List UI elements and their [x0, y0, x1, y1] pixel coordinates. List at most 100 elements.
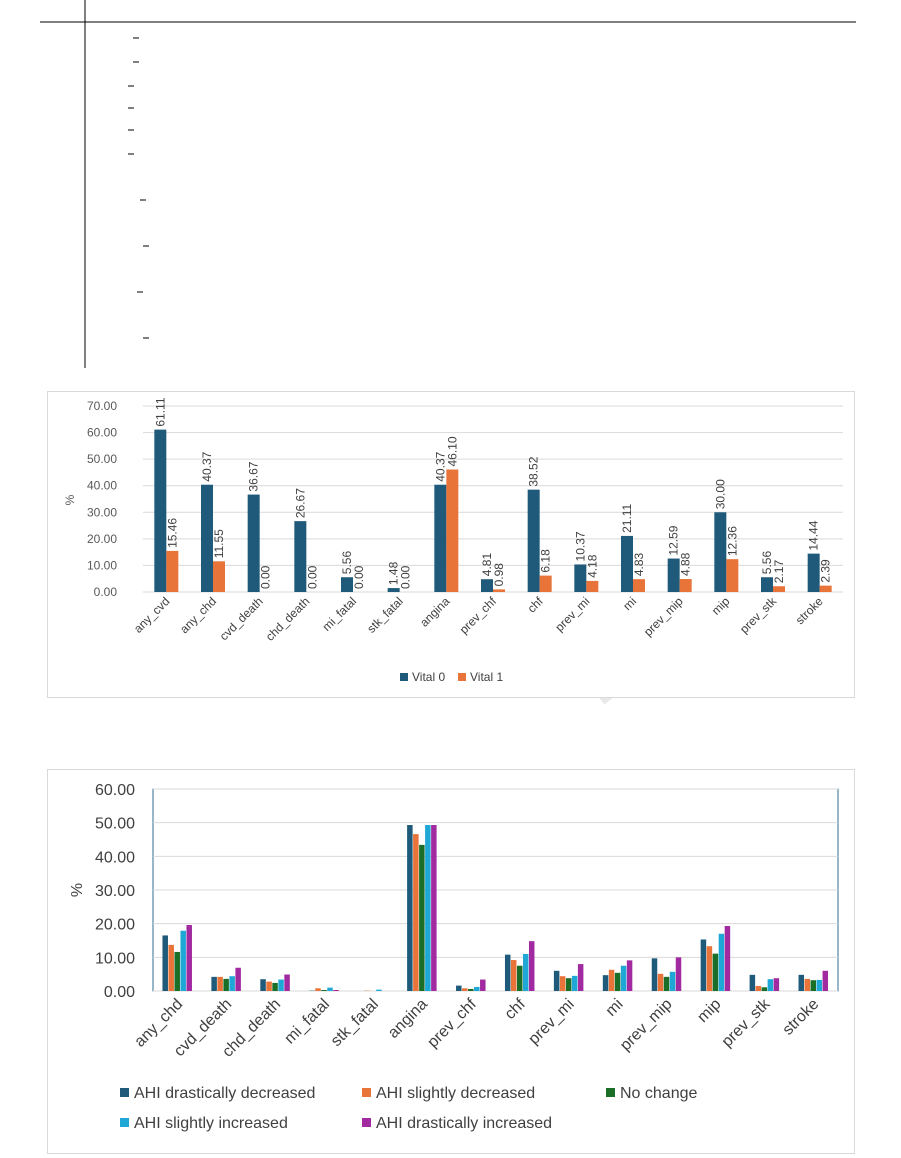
- bar-slight-inc: [768, 979, 774, 991]
- bar-slight-inc: [180, 931, 186, 991]
- x-tick-label: any_chd: [177, 594, 219, 636]
- bar-slight-inc: [229, 976, 235, 991]
- bar-drastic-inc: [823, 971, 829, 991]
- bar-no-change: [811, 980, 817, 991]
- bar-no-change: [615, 973, 621, 991]
- bar-drastic-inc: [774, 978, 780, 991]
- legend-swatch: [606, 1088, 615, 1097]
- data-label: 0.00: [305, 565, 319, 589]
- bar-no-change: [762, 987, 768, 991]
- y-axis-label: %: [63, 494, 77, 505]
- bar-slight-inc: [278, 980, 284, 991]
- table-fragment: [0, 0, 901, 380]
- y-tick-label: 50.00: [87, 452, 117, 466]
- x-tick-label: angina: [385, 996, 431, 1042]
- bar-slight-dec: [805, 979, 811, 991]
- bar-vital1: [680, 579, 692, 592]
- bar-no-change: [664, 977, 670, 991]
- bar-drastic-dec: [701, 939, 707, 991]
- bar-vital1: [820, 586, 832, 592]
- x-tick-label: stroke: [793, 594, 826, 627]
- bar-no-change: [713, 954, 719, 991]
- bar-vital0: [528, 490, 540, 592]
- data-label: 0.98: [492, 563, 506, 587]
- bar-vital1: [166, 551, 178, 592]
- bar-drastic-inc: [186, 925, 192, 991]
- bar-slight-dec: [658, 974, 664, 991]
- bar-no-change: [468, 989, 474, 991]
- x-tick-label: prev_chf: [457, 594, 500, 637]
- bar-slight-dec: [266, 982, 272, 991]
- bar-drastic-dec: [603, 975, 609, 991]
- bar-drastic-inc: [333, 990, 339, 991]
- y-tick-label: 10.00: [95, 950, 135, 967]
- x-tick-label: chf: [525, 594, 547, 616]
- bar-drastic-dec: [407, 825, 413, 991]
- x-tick-label: chf: [502, 995, 530, 1023]
- bar-slight-dec: [560, 976, 566, 991]
- bar-drastic-dec: [211, 977, 217, 991]
- x-tick-label: stroke: [780, 996, 823, 1039]
- legend-swatch: [362, 1088, 371, 1097]
- bar-slight-dec: [168, 945, 174, 991]
- bar-no-change: [321, 990, 327, 991]
- x-tick-label: mip: [694, 996, 724, 1026]
- bar-slight-inc: [376, 990, 382, 991]
- data-label: 46.10: [445, 436, 459, 466]
- y-tick-label: 20.00: [95, 917, 135, 934]
- bar-drastic-dec: [799, 975, 805, 991]
- y-tick-label: 40.00: [87, 479, 117, 493]
- bar-no-change: [517, 966, 523, 991]
- data-label: 2.39: [819, 559, 833, 583]
- legend-label: No change: [620, 1085, 697, 1102]
- y-tick-label: 10.00: [87, 558, 117, 572]
- bar-drastic-inc: [725, 926, 731, 991]
- bar-slight-inc: [670, 972, 676, 991]
- bar-slight-dec: [462, 988, 468, 991]
- x-tick-label: prev_chf: [424, 995, 480, 1051]
- bar-vital1: [493, 589, 505, 592]
- x-tick-label: prev_stk: [719, 995, 774, 1050]
- legend-label: Vital 0: [412, 670, 445, 684]
- y-tick-label: 60.00: [95, 782, 135, 799]
- data-label: 0.00: [399, 565, 413, 589]
- x-tick-label: prev_mip: [617, 996, 676, 1055]
- x-tick-label: mi_fatal: [281, 996, 333, 1048]
- data-label: 15.46: [165, 518, 179, 548]
- x-tick-label: prev_stk: [737, 594, 780, 637]
- bar-vital1: [586, 581, 598, 592]
- y-axis-label: %: [69, 883, 86, 897]
- y-tick-label: 20.00: [87, 532, 117, 546]
- bar-drastic-inc: [627, 960, 633, 991]
- bar-no-change: [419, 845, 425, 991]
- bar-slight-dec: [315, 988, 321, 991]
- data-label: 4.88: [679, 552, 693, 576]
- bar-slight-inc: [523, 954, 529, 991]
- bar-no-change: [272, 983, 278, 991]
- data-label: 36.67: [247, 461, 261, 491]
- x-tick-label: angina: [417, 594, 453, 630]
- x-tick-label: stk_fatal: [328, 996, 382, 1050]
- data-label: 0.00: [259, 565, 273, 589]
- bar-vital1: [726, 559, 738, 592]
- data-label: 14.44: [807, 520, 821, 550]
- x-tick-label: cvd_death: [217, 594, 266, 643]
- x-tick-label: any_cvd: [131, 594, 173, 636]
- bar-vital0: [154, 430, 166, 592]
- bar-slight-dec: [707, 946, 713, 991]
- bar-drastic-inc: [578, 964, 584, 991]
- bar-drastic-dec: [456, 986, 462, 991]
- legend-swatch: [400, 673, 408, 681]
- bar-vital1: [540, 576, 552, 592]
- data-label: 4.18: [585, 554, 599, 578]
- bar-drastic-dec: [554, 971, 560, 991]
- legend-label: Vital 1: [470, 670, 503, 684]
- x-tick-label: prev_mip: [641, 594, 686, 639]
- bar-slight-dec: [609, 970, 615, 991]
- y-tick-label: 0.00: [94, 585, 118, 599]
- data-label: 11.55: [212, 529, 226, 558]
- bar-vital1: [633, 579, 645, 592]
